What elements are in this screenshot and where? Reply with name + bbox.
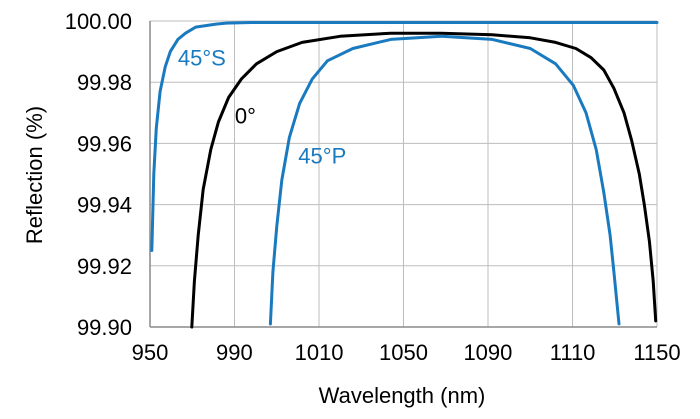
series-label: 45°P (298, 143, 346, 168)
series-group (150, 21, 659, 329)
x-tick-labels: 950 990 1010 1050 1090 1110 1150 (132, 340, 681, 365)
y-tick-label: 99.98 (77, 70, 132, 95)
x-tick-label: 1090 (463, 340, 512, 365)
series-line-45deg-p (268, 34, 621, 326)
x-tick-label: 1010 (295, 340, 344, 365)
x-axis-title: Wavelength (nm) (319, 383, 486, 408)
y-tick-label: 99.96 (77, 131, 132, 156)
series-line-0deg- (190, 31, 658, 329)
series-label: 45°S (178, 45, 226, 70)
x-tick-label: 950 (132, 340, 169, 365)
y-axis-title: Reflection (%) (22, 106, 47, 244)
x-tick-label: 1050 (379, 340, 428, 365)
x-tick-label: 1150 (633, 340, 680, 365)
y-tick-label: 99.90 (77, 315, 132, 340)
y-tick-label: 100.00 (65, 9, 132, 34)
x-tick-label: 990 (216, 340, 253, 365)
grid (150, 20, 658, 328)
y-tick-labels: 99.90 99.92 99.94 99.96 99.98 100.00 (65, 9, 132, 340)
series-label: 0° (235, 104, 256, 129)
x-tick-label: 1110 (550, 340, 596, 365)
series-labels: 45°S 0° 45°P (178, 45, 346, 168)
series-line-45deg-s (150, 21, 659, 252)
y-tick-label: 99.94 (77, 193, 132, 218)
y-tick-label: 99.92 (77, 254, 132, 279)
axes (149, 21, 657, 328)
